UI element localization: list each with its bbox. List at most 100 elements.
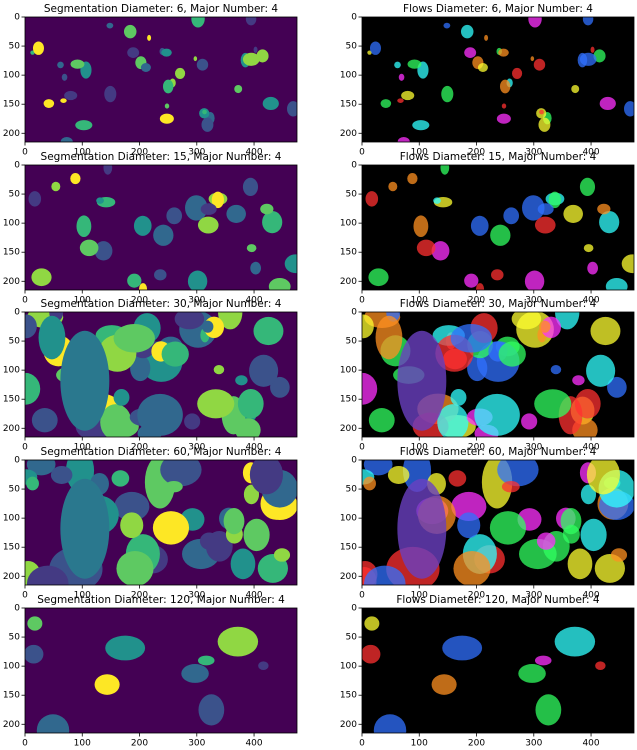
y-tick-label: 100 bbox=[3, 514, 20, 524]
x-tick-label: 100 bbox=[411, 296, 428, 306]
x-tick-label: 400 bbox=[245, 739, 262, 749]
y-tick-label: 100 bbox=[340, 662, 357, 672]
cell bbox=[273, 548, 291, 562]
x-tick-label: 400 bbox=[245, 296, 262, 306]
cell bbox=[595, 661, 606, 671]
cell bbox=[524, 270, 545, 290]
y-tick-label: 150 bbox=[340, 248, 357, 258]
cell bbox=[453, 550, 491, 585]
image bbox=[25, 312, 297, 437]
x-tick-label: 100 bbox=[411, 148, 428, 158]
cell bbox=[30, 50, 35, 55]
cell bbox=[152, 511, 190, 545]
cell bbox=[550, 364, 562, 375]
cell bbox=[94, 674, 120, 695]
x-tick-label: 0 bbox=[22, 148, 28, 158]
cell bbox=[104, 85, 117, 103]
cell bbox=[106, 22, 114, 29]
x-tick-label: 0 bbox=[22, 591, 28, 601]
cell bbox=[388, 181, 398, 192]
cell bbox=[147, 34, 152, 41]
cell bbox=[196, 58, 209, 71]
cell bbox=[133, 215, 152, 236]
cell bbox=[197, 655, 215, 666]
x-tick-label: 400 bbox=[245, 148, 262, 158]
cell bbox=[579, 52, 597, 66]
y-tick-label: 100 bbox=[340, 366, 357, 376]
y-tick-label: 150 bbox=[3, 248, 20, 258]
cell bbox=[223, 508, 245, 535]
cell bbox=[587, 261, 598, 275]
cell bbox=[363, 460, 393, 476]
cell bbox=[534, 655, 552, 666]
axes-title: Flows Diameter: 6, Major Number: 4 bbox=[403, 3, 593, 15]
cell bbox=[536, 532, 556, 550]
image bbox=[25, 17, 297, 142]
cell bbox=[116, 550, 154, 585]
y-tick-label: 100 bbox=[3, 219, 20, 229]
image bbox=[362, 608, 634, 733]
cell bbox=[518, 663, 546, 683]
cell bbox=[27, 616, 43, 631]
y-tick-label: 50 bbox=[9, 42, 21, 52]
cell bbox=[253, 316, 284, 346]
cell bbox=[503, 207, 520, 225]
cell bbox=[213, 364, 225, 375]
cell bbox=[100, 404, 132, 437]
cell bbox=[534, 216, 556, 234]
x-tick-label: 0 bbox=[22, 296, 28, 306]
cell bbox=[599, 210, 620, 234]
cell bbox=[364, 616, 380, 631]
cell bbox=[127, 47, 140, 58]
cell bbox=[114, 491, 150, 522]
y-tick-label: 100 bbox=[3, 662, 20, 672]
cell bbox=[522, 195, 545, 221]
cell bbox=[621, 254, 634, 274]
cell bbox=[440, 165, 450, 175]
cell bbox=[237, 388, 264, 419]
cell bbox=[467, 355, 488, 382]
cell bbox=[365, 191, 379, 207]
y-tick-label: 0 bbox=[351, 161, 357, 171]
cell bbox=[249, 460, 283, 495]
cell bbox=[490, 224, 511, 246]
x-tick-label: 300 bbox=[188, 739, 205, 749]
cell bbox=[394, 61, 401, 69]
cell bbox=[554, 626, 596, 657]
cell bbox=[574, 388, 601, 419]
x-tick-label: 400 bbox=[582, 296, 599, 306]
cell bbox=[130, 355, 151, 382]
cell bbox=[407, 59, 422, 69]
cell bbox=[262, 96, 279, 111]
y-tick-label: 0 bbox=[14, 13, 20, 23]
cell bbox=[580, 518, 607, 552]
cell bbox=[226, 204, 246, 223]
cell bbox=[200, 203, 217, 215]
x-tick-label: 200 bbox=[468, 296, 485, 306]
y-tick-label: 100 bbox=[3, 366, 20, 376]
cell bbox=[246, 244, 257, 253]
y-tick-label: 100 bbox=[3, 71, 20, 81]
cell bbox=[470, 215, 489, 236]
x-tick-label: 0 bbox=[22, 443, 28, 453]
x-tick-label: 100 bbox=[74, 591, 91, 601]
x-tick-label: 400 bbox=[582, 443, 599, 453]
cell bbox=[140, 63, 151, 72]
cell bbox=[497, 460, 539, 487]
x-tick-label: 400 bbox=[582, 591, 599, 601]
y-tick-label: 200 bbox=[3, 277, 20, 287]
cell bbox=[499, 79, 511, 94]
x-tick-label: 300 bbox=[188, 148, 205, 158]
y-tick-label: 50 bbox=[9, 633, 21, 643]
cell bbox=[373, 714, 407, 733]
cell bbox=[60, 136, 73, 142]
y-tick-label: 150 bbox=[340, 395, 357, 405]
cell bbox=[28, 191, 42, 207]
cell bbox=[560, 508, 582, 535]
x-tick-label: 0 bbox=[359, 148, 365, 158]
cell bbox=[79, 239, 99, 257]
cell bbox=[433, 197, 441, 204]
cell bbox=[159, 113, 174, 124]
cell bbox=[548, 191, 561, 209]
